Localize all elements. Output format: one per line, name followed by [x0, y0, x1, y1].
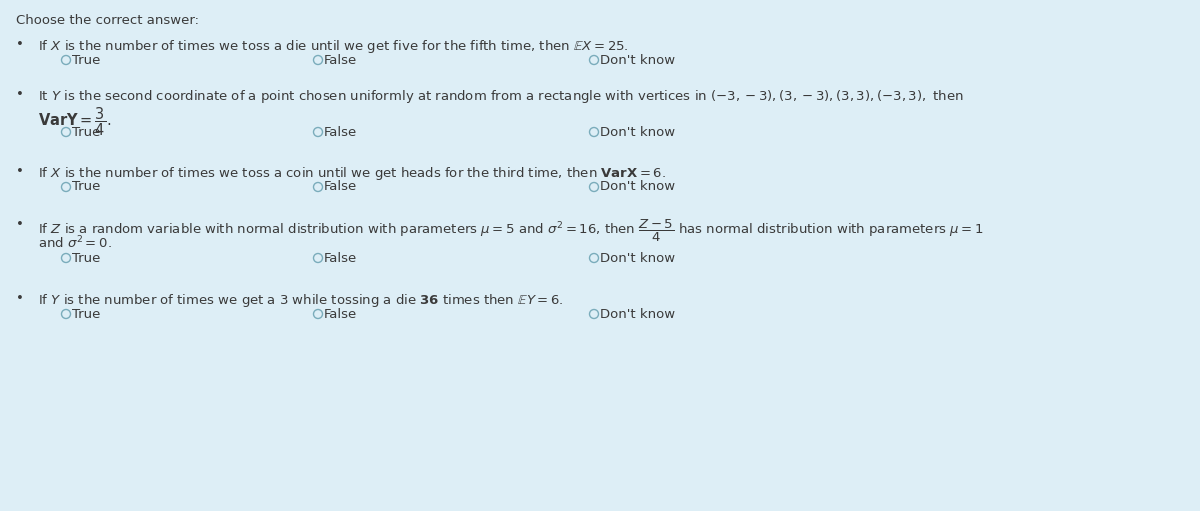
Text: If $Z$ is a random variable with normal distribution with parameters $\mu = 5$ a: If $Z$ is a random variable with normal …	[38, 218, 984, 244]
Text: True: True	[72, 308, 100, 320]
Text: If $X$ is the number of times we toss a coin until we get heads for the third ti: If $X$ is the number of times we toss a …	[38, 165, 666, 182]
Text: •: •	[16, 88, 24, 101]
Text: If $X$ is the number of times we toss a die until we get five for the fifth time: If $X$ is the number of times we toss a …	[38, 38, 629, 55]
Text: If $Y$ is the number of times we get a 3 while tossing a die $\mathbf{36}$ times: If $Y$ is the number of times we get a 3…	[38, 292, 564, 309]
Text: True: True	[72, 180, 100, 194]
Text: $\mathbf{VarY} = \dfrac{3}{4}.$: $\mathbf{VarY} = \dfrac{3}{4}.$	[38, 105, 112, 137]
Text: Don't know: Don't know	[600, 251, 674, 265]
Text: •: •	[16, 38, 24, 51]
Text: It $Y$ is the second coordinate of a point chosen uniformly at random from a rec: It $Y$ is the second coordinate of a poi…	[38, 88, 964, 105]
Text: Don't know: Don't know	[600, 126, 674, 138]
Text: •: •	[16, 292, 24, 305]
Text: Don't know: Don't know	[600, 180, 674, 194]
Text: and $\sigma^2 = 0.$: and $\sigma^2 = 0.$	[38, 235, 113, 251]
Text: False: False	[324, 308, 356, 320]
Text: Choose the correct answer:: Choose the correct answer:	[16, 14, 199, 27]
Text: False: False	[324, 54, 356, 66]
Text: True: True	[72, 251, 100, 265]
Text: Don't know: Don't know	[600, 308, 674, 320]
Text: •: •	[16, 218, 24, 231]
Text: •: •	[16, 165, 24, 178]
Text: True: True	[72, 126, 100, 138]
Text: True: True	[72, 54, 100, 66]
Text: Don't know: Don't know	[600, 54, 674, 66]
Text: False: False	[324, 251, 356, 265]
Text: False: False	[324, 126, 356, 138]
Text: False: False	[324, 180, 356, 194]
